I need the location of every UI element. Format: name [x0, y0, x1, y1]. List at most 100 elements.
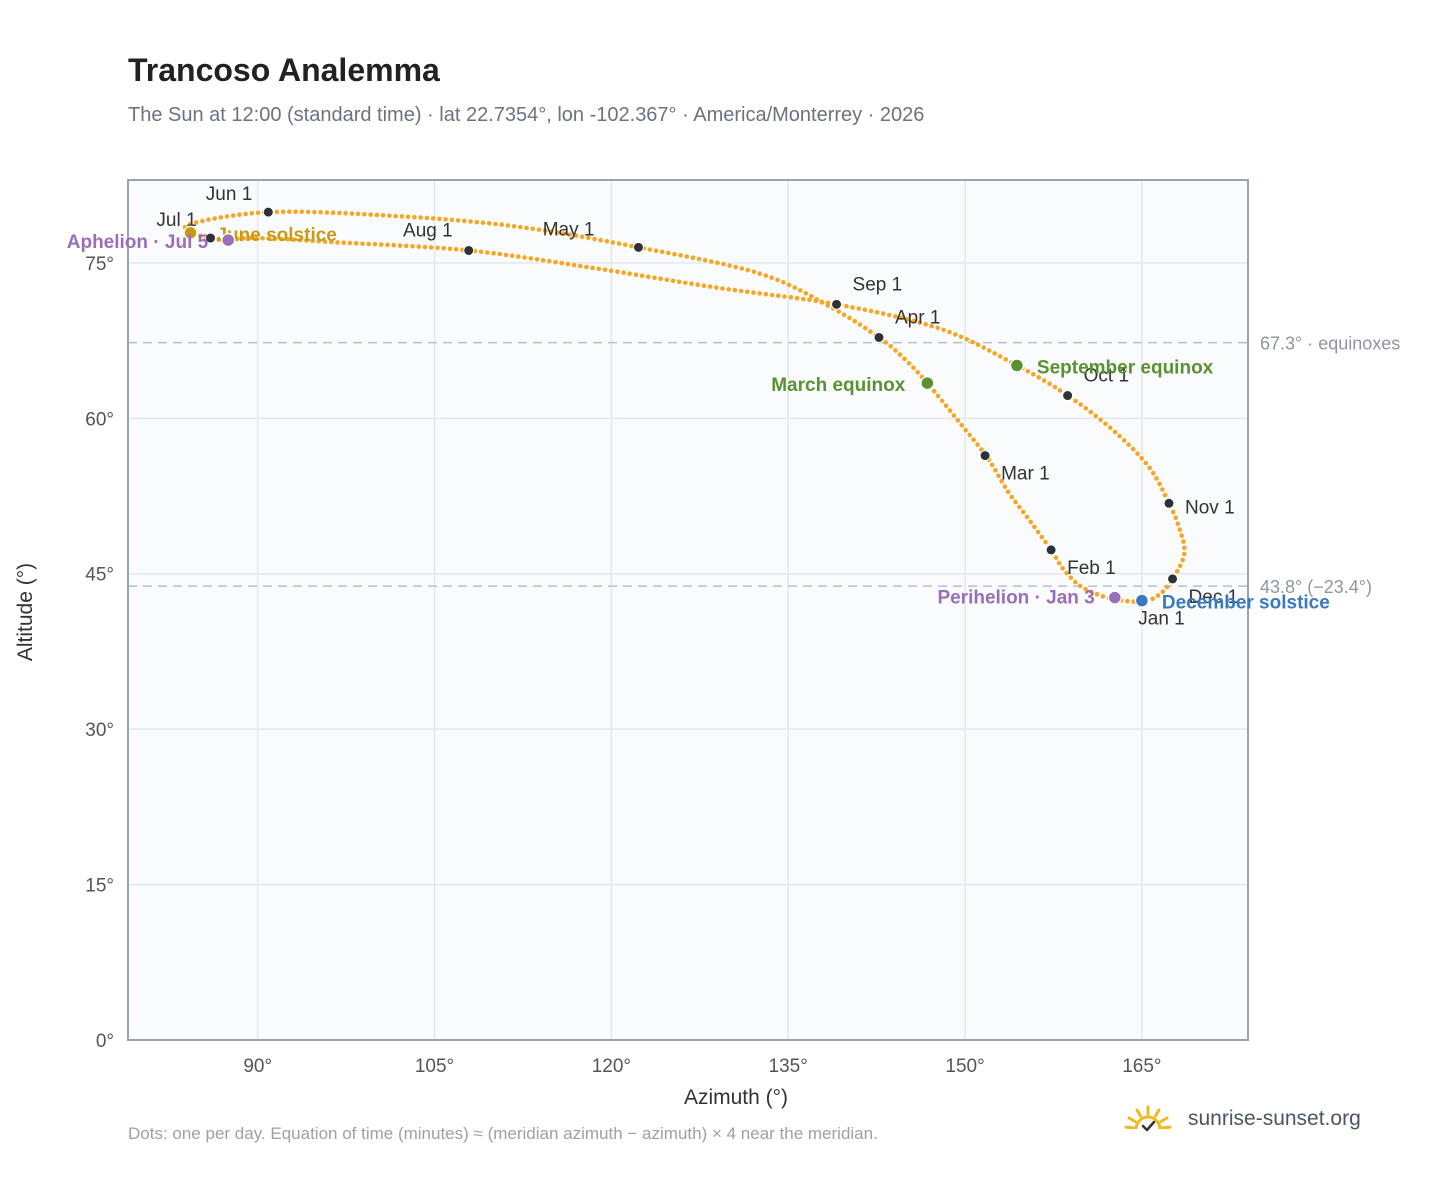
y-tick-label: 0° [96, 1031, 114, 1052]
daily-dot [947, 329, 952, 335]
month-marker [1167, 573, 1179, 585]
daily-dot [959, 422, 964, 428]
daily-dot [751, 269, 757, 275]
daily-dot [1041, 378, 1047, 383]
daily-dot [633, 272, 639, 278]
daily-dot [917, 320, 922, 325]
daily-dot [941, 327, 946, 333]
daily-dot [967, 432, 972, 438]
daily-dot [428, 245, 434, 250]
x-tick-label: 105° [415, 1056, 454, 1077]
x-tick-label: 135° [769, 1056, 808, 1077]
daily-dot [561, 231, 566, 236]
daily-dot [720, 286, 725, 291]
daily-dot [939, 398, 945, 404]
daily-dot [868, 329, 873, 334]
daily-dot [1009, 494, 1015, 500]
daily-dot [366, 241, 372, 247]
daily-dot [935, 393, 941, 399]
daily-dot [963, 427, 968, 433]
daily-dot [769, 275, 774, 281]
daily-dot [343, 211, 348, 216]
daily-dot [224, 214, 230, 219]
daily-dot [695, 282, 700, 288]
daily-dot [727, 263, 732, 268]
daily-dot [1135, 451, 1140, 457]
daily-dot [1052, 384, 1058, 390]
daily-dot [491, 251, 496, 256]
daily-dot [1162, 492, 1168, 498]
daily-dot [953, 332, 958, 337]
daily-dot [247, 235, 253, 241]
daily-dot [355, 211, 361, 217]
daily-dot [923, 322, 928, 327]
daily-dot [579, 234, 585, 240]
daily-dot [1083, 406, 1089, 411]
daily-dot [1013, 499, 1018, 505]
brand[interactable]: sunrise-sunset.org [1120, 1102, 1361, 1136]
daily-dot [485, 250, 490, 255]
daily-dot [813, 298, 818, 304]
daily-dot [739, 266, 745, 271]
daily-dot [659, 249, 665, 255]
daily-dot [803, 291, 809, 296]
daily-dot [757, 271, 763, 276]
daily-dot [518, 224, 523, 230]
daily-dot [883, 340, 888, 345]
daily-dot [1177, 563, 1183, 569]
daily-dot [274, 209, 280, 215]
daily-dot [975, 342, 981, 348]
daily-dot [1182, 551, 1187, 557]
daily-dot [1032, 524, 1037, 530]
daily-dot [305, 209, 311, 215]
daily-dot [235, 236, 240, 241]
daily-dot [1053, 555, 1059, 560]
daily-dot [1043, 539, 1048, 545]
daily-dot [615, 269, 620, 275]
daily-dot [353, 241, 359, 246]
daily-dot [1126, 442, 1131, 448]
sun-ray [1161, 1125, 1172, 1130]
daily-dot [629, 243, 634, 249]
daily-dot [911, 365, 916, 371]
daily-dot [847, 315, 852, 321]
daily-dot [1130, 446, 1136, 452]
daily-dot [825, 300, 831, 306]
daily-dot [312, 209, 317, 215]
daily-dot [929, 323, 934, 329]
month-label: Dec 1 [1189, 587, 1239, 608]
daily-dot [449, 217, 455, 223]
event-marker [1107, 590, 1123, 605]
daily-dot [1078, 402, 1083, 407]
daily-dot [958, 334, 964, 340]
daily-dot [553, 259, 558, 265]
x-axis-label: Azimuth (°) [684, 1086, 788, 1109]
daily-dot [559, 260, 564, 266]
daily-dot [970, 339, 975, 345]
daily-dot [1098, 417, 1103, 423]
daily-dot [701, 283, 707, 289]
daily-dot [216, 237, 221, 242]
daily-dot [733, 264, 738, 270]
daily-dot [622, 242, 628, 248]
daily-dot [416, 244, 422, 249]
daily-dot [788, 295, 794, 300]
daily-dot [536, 227, 542, 232]
daily-dot [1164, 584, 1170, 590]
daily-dot [486, 221, 492, 226]
daily-dot [1160, 487, 1165, 492]
daily-dot [1103, 421, 1108, 427]
daily-dot [596, 266, 602, 272]
daily-dot [422, 244, 428, 250]
daily-dot [453, 247, 459, 252]
daily-dot [503, 252, 509, 258]
daily-dot [721, 261, 726, 267]
daily-dot [391, 242, 397, 248]
daily-dot [322, 239, 328, 244]
daily-dot [1150, 596, 1155, 602]
daily-dot [435, 245, 440, 251]
daily-dot [462, 218, 467, 224]
daily-dot [1147, 465, 1152, 471]
daily-dot [474, 219, 480, 225]
daily-dot [841, 312, 847, 318]
